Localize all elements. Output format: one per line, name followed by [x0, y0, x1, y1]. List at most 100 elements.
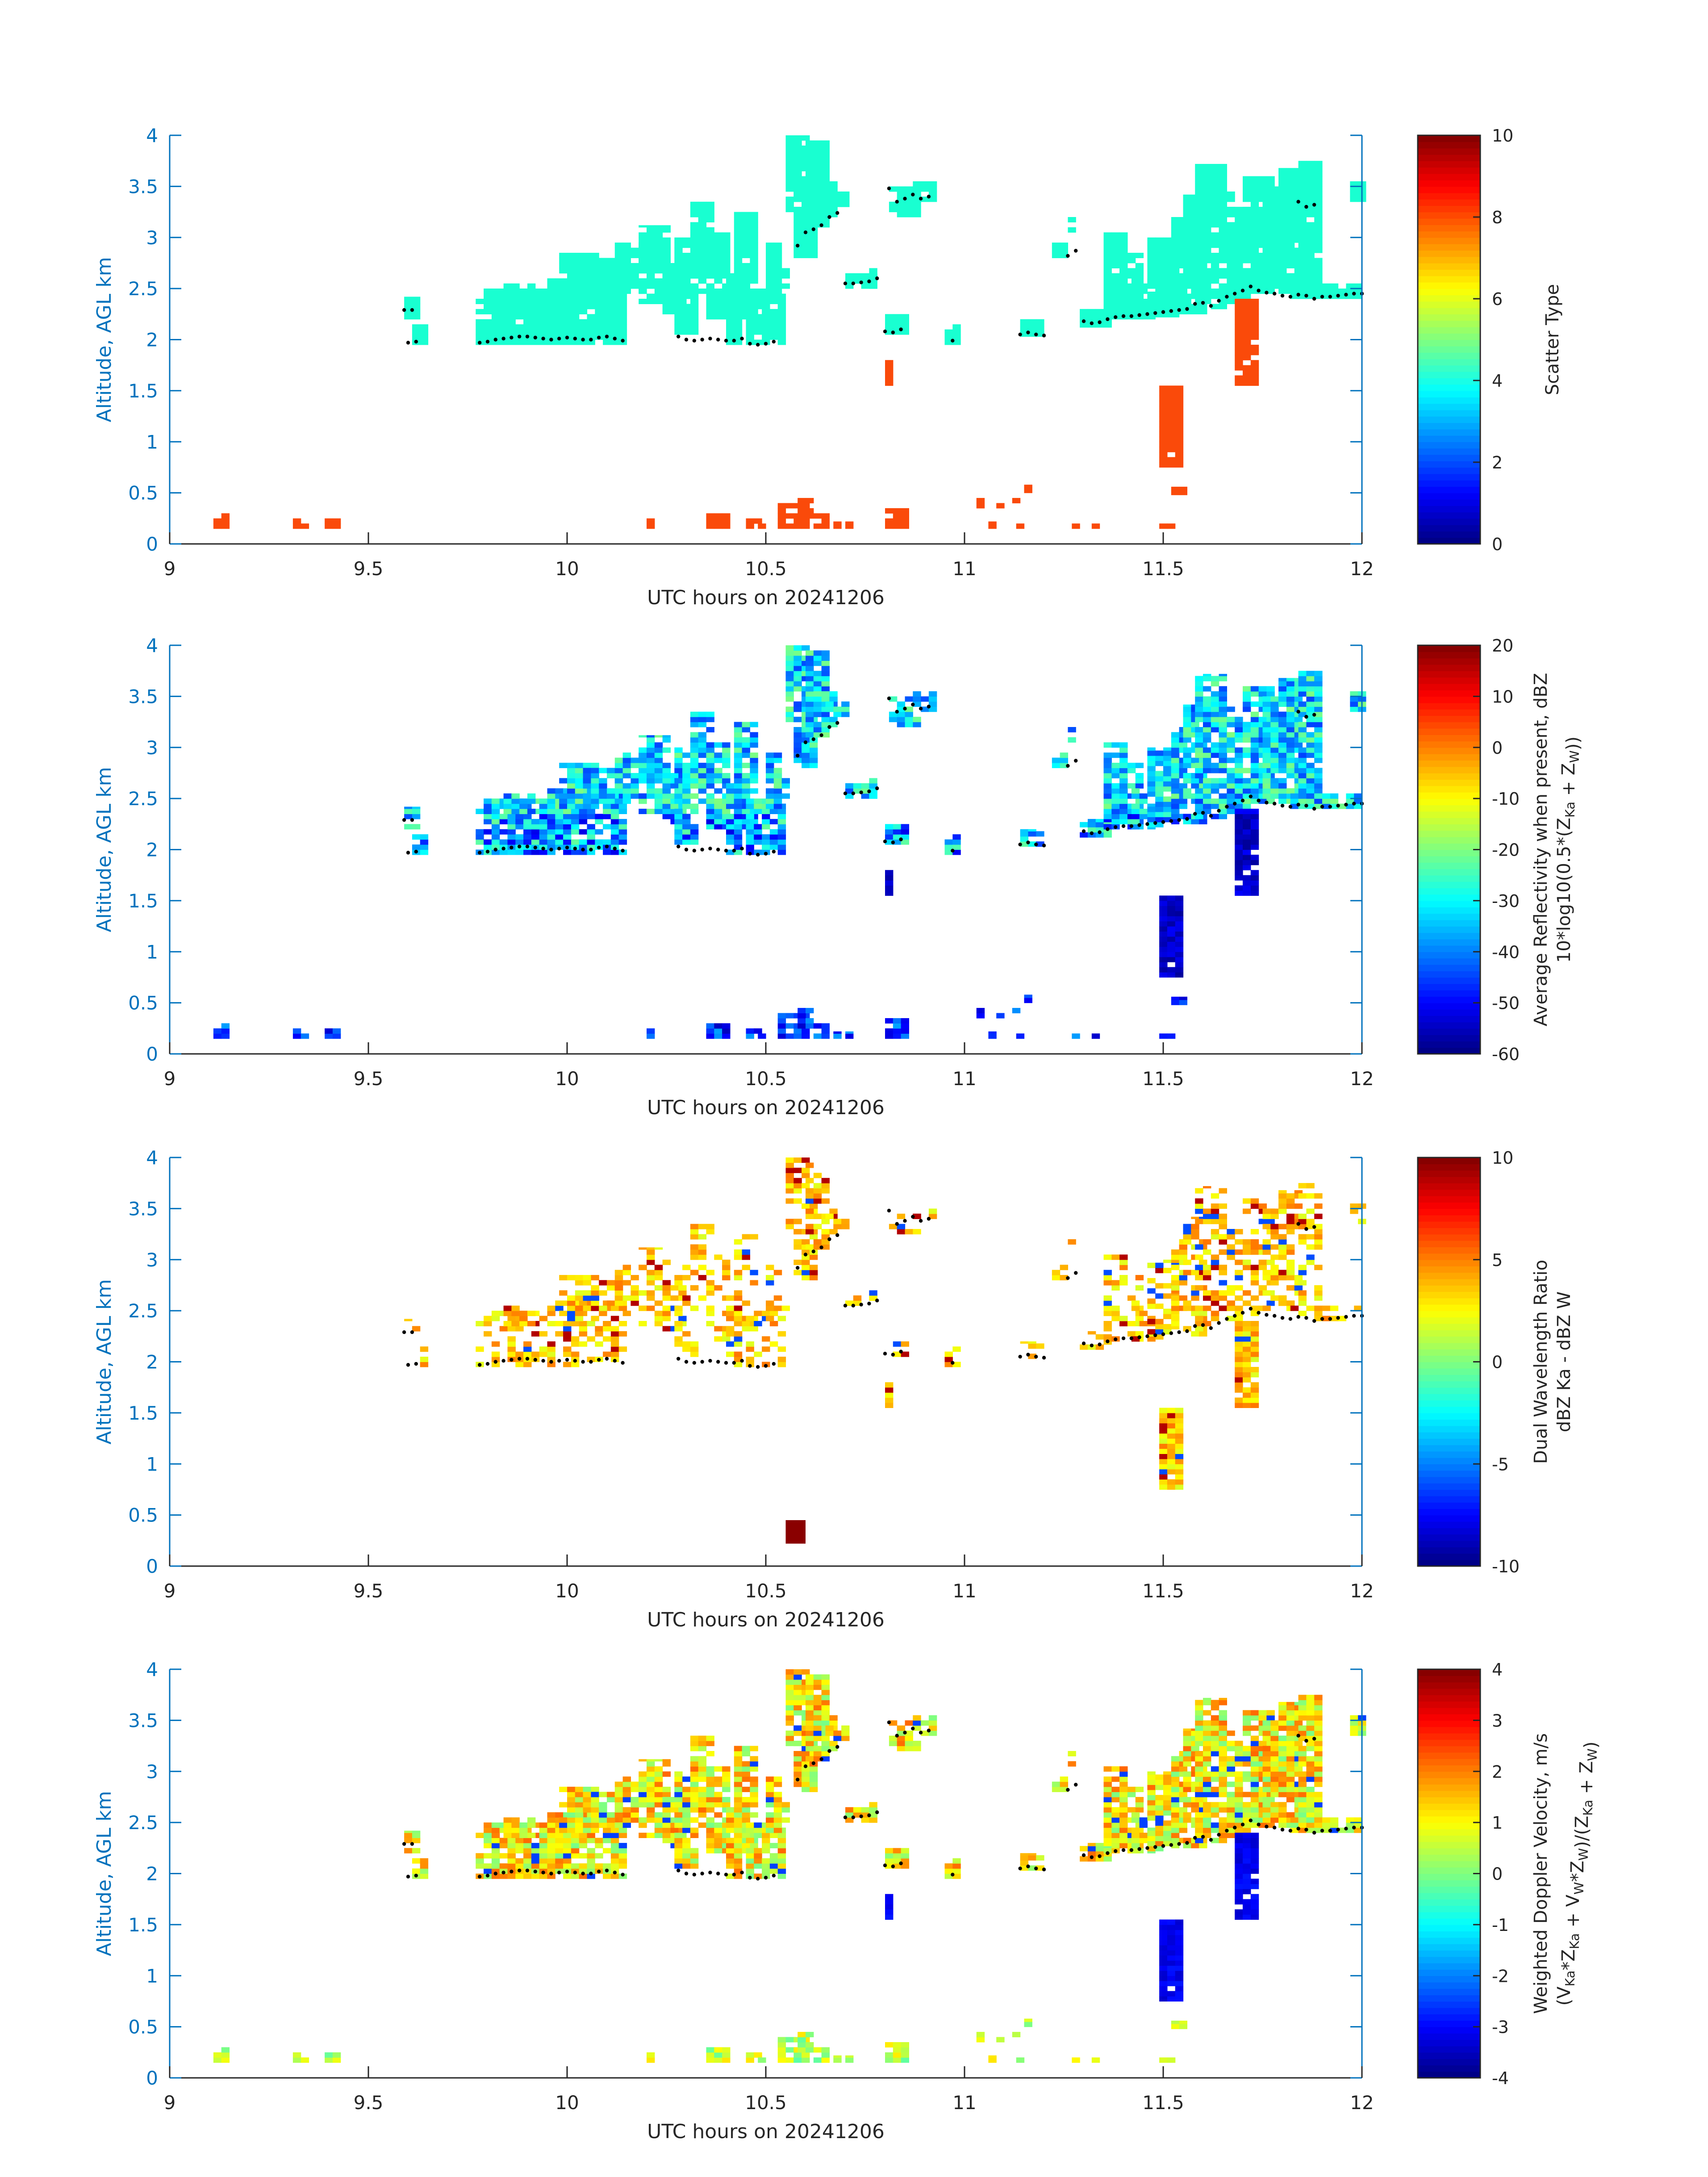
echo-cell — [869, 268, 877, 274]
cloud-base-point — [518, 334, 522, 338]
echo-cell — [547, 1346, 555, 1352]
echo-cell — [1103, 832, 1112, 838]
cloud-base-point — [951, 338, 955, 343]
echo-cell — [1219, 253, 1227, 259]
echo-cell — [1250, 278, 1259, 284]
col-cell — [1167, 936, 1176, 942]
echo-cell — [1155, 806, 1164, 812]
echo-cell — [1270, 747, 1279, 753]
echo-cell — [742, 217, 750, 223]
echo-cell — [647, 263, 655, 268]
echo-cell — [567, 773, 576, 778]
echo-cell — [571, 1336, 580, 1342]
col-cell — [1159, 457, 1168, 463]
echo-cell — [1171, 1259, 1180, 1263]
echo-cell — [1250, 283, 1259, 289]
echo-cell — [682, 778, 691, 784]
echo-cell — [1103, 1300, 1112, 1306]
echo-cell — [913, 191, 921, 197]
echo-cell — [1219, 742, 1227, 748]
echo-cell — [1290, 798, 1299, 804]
cloud-base-point — [402, 818, 406, 822]
col-cell — [1243, 355, 1251, 360]
echo-cell — [690, 222, 699, 228]
echo-cell — [690, 201, 699, 207]
echo-cell — [690, 263, 699, 268]
echo-cell — [690, 717, 699, 723]
low-cell — [722, 1033, 731, 1039]
echo-cell — [726, 1316, 735, 1321]
echo-cell — [821, 145, 830, 151]
echo-cell — [523, 319, 532, 325]
echo-cell — [1219, 686, 1227, 692]
echo-cell — [821, 696, 830, 702]
echo-cell — [1060, 757, 1068, 763]
col-cell — [1159, 931, 1168, 937]
echo-cell — [610, 809, 619, 815]
echo-cell — [614, 288, 623, 294]
echo-cell — [726, 1351, 735, 1357]
echo-cell — [821, 186, 830, 192]
echo-cell — [579, 839, 588, 845]
low-cell — [785, 513, 794, 519]
echo-cell — [897, 1224, 906, 1229]
echo-cell — [1278, 191, 1287, 197]
low-cell — [813, 513, 822, 519]
echo-cell — [1131, 814, 1140, 819]
echo-cell — [484, 329, 492, 335]
echo-cell — [1219, 809, 1227, 815]
echo-cell — [750, 212, 758, 217]
echo-cell — [1119, 232, 1128, 238]
echo-cell — [1298, 207, 1307, 213]
echo-cell — [1286, 181, 1295, 187]
cloud-base-point — [1257, 288, 1261, 292]
low-cell — [785, 1033, 794, 1039]
echo-cell — [1171, 1305, 1180, 1311]
echo-cell — [622, 258, 631, 263]
echo-cell — [1195, 711, 1203, 717]
echo-cell — [1306, 737, 1315, 743]
echo-cell — [622, 788, 631, 794]
col-cell — [1243, 829, 1251, 835]
echo-cell — [706, 212, 714, 217]
echo-cell — [1298, 186, 1307, 192]
echo-cell — [1262, 242, 1271, 248]
echo-cell — [654, 258, 663, 263]
echo-cell — [539, 839, 548, 845]
low-cell — [802, 518, 810, 524]
echo-cell — [511, 293, 520, 299]
echo-cell — [583, 768, 591, 773]
echo-cell — [750, 217, 758, 223]
echo-cell — [1203, 732, 1211, 738]
echo-cell — [670, 783, 679, 789]
echo-cell — [1183, 222, 1191, 228]
cloud-base-point — [1193, 302, 1197, 306]
echo-cell — [674, 788, 683, 794]
col-cell — [1250, 370, 1259, 376]
echo-cell — [1087, 827, 1096, 833]
echo-cell — [547, 299, 555, 305]
echo-cell — [777, 1362, 786, 1367]
echo-cell — [1227, 227, 1235, 233]
echo-cell — [1171, 268, 1180, 274]
echo-cell — [1155, 240, 1164, 246]
echo-cell — [1262, 701, 1271, 707]
echo-cell — [869, 283, 877, 289]
echo-cell — [1163, 251, 1172, 256]
echo-cell — [897, 196, 906, 202]
echo-cell — [1250, 253, 1259, 259]
x-tick-label: 9 — [164, 558, 176, 580]
low-cell — [798, 503, 806, 509]
echo-cell — [1314, 196, 1323, 202]
col-cell — [1235, 324, 1243, 330]
echo-cell — [777, 809, 786, 815]
echo-cell — [539, 304, 548, 309]
echo-cell — [1298, 722, 1307, 727]
cloud-base-point — [1217, 809, 1221, 813]
echo-cell — [1219, 674, 1227, 677]
echo-cell — [773, 803, 782, 809]
col-cell — [1235, 314, 1243, 320]
echo-cell — [1163, 801, 1172, 807]
echo-cell — [420, 1362, 429, 1367]
echo-cell — [507, 1351, 516, 1357]
